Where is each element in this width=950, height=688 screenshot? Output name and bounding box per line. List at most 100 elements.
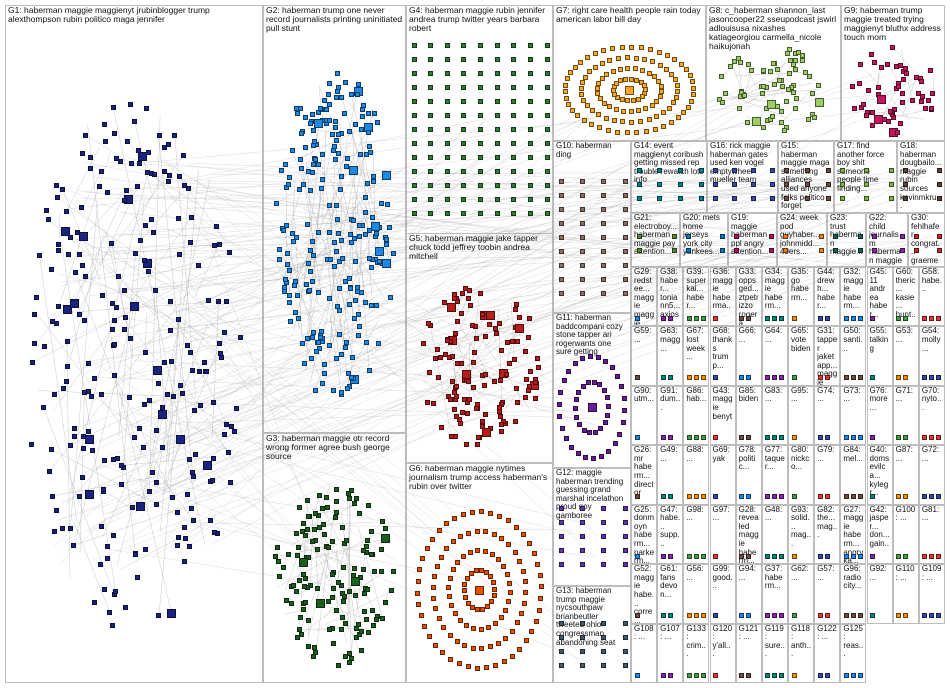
group-panel-small[interactable]: G55: talking — [866, 326, 893, 386]
group-panel-small[interactable]: G91: dum... — [657, 385, 684, 446]
group-panel-small[interactable]: G63: magg... — [657, 326, 684, 386]
group-panel-small[interactable]: G78: politic... — [735, 445, 762, 505]
group-panel-small[interactable]: G93: solid... mag... — [788, 504, 815, 565]
group-panel-g22[interactable]: G22: child journalism haberman maggie sp… — [866, 213, 908, 267]
group-panel-small[interactable]: G45: 11 andrea haber... — [866, 267, 893, 327]
group-panel-small[interactable]: G62: ... — [788, 564, 815, 624]
group-panel-small[interactable]: G88: ... — [683, 445, 710, 505]
group-panel-small[interactable]: G33: oppsged... ztpetrizzo rogera... — [735, 267, 762, 327]
group-panel-small[interactable]: G39: superkai... haber... — [683, 267, 710, 327]
group-panel-small[interactable]: G73: ... — [840, 385, 867, 446]
group-panel-small[interactable]: G83: ... — [761, 385, 788, 446]
group-panel-small[interactable]: G68: thanks trump... — [709, 326, 736, 386]
group-panel-small[interactable]: G70: nyto... — [918, 385, 945, 446]
group-panel-small[interactable]: G108: ... — [631, 623, 658, 683]
group-panel-small[interactable]: G49: ... — [657, 445, 684, 505]
group-panel-small[interactable]: G42: jasper... don... gain... — [866, 504, 893, 565]
group-panel-small[interactable]: G121: ... — [735, 623, 762, 683]
group-panel-small[interactable]: G56: ... — [683, 564, 710, 624]
group-panel-small[interactable]: G120: y'all... — [709, 623, 736, 683]
group-panel-small[interactable]: G32: maggie haberm... — [840, 267, 867, 327]
group-panel-small[interactable]: G27: maggie haberm... angryka... abarnar… — [840, 504, 867, 565]
group-panel-small[interactable]: G64: ... — [761, 326, 788, 386]
group-panel-small[interactable]: G85: biden — [735, 385, 762, 446]
group-panel-small[interactable]: G71: ... — [892, 385, 919, 446]
group-panel-g3[interactable]: G3: haberman maggie otr record wrong for… — [263, 433, 406, 683]
group-panel-g24[interactable]: G24: week pod guyhaber... johnmidd... 49… — [777, 213, 827, 267]
group-panel-small[interactable]: G100: ... — [892, 504, 919, 565]
group-panel-small[interactable]: G84: mel... — [840, 445, 867, 505]
group-panel-g12[interactable]: G12: maggie haberman trending guessing g… — [553, 468, 631, 586]
group-panel-small[interactable]: G82: the... mag... — [814, 504, 841, 565]
group-panel-small[interactable]: G122: ... — [814, 623, 841, 683]
group-panel-small[interactable]: G74: ... — [814, 385, 841, 446]
group-panel-small[interactable]: G59: ... — [631, 326, 658, 386]
group-panel-small[interactable]: G53: ... — [892, 326, 919, 386]
group-panel-g16[interactable]: G16: rick maggie haberman gates used ken… — [707, 141, 778, 213]
group-panel-small[interactable]: G44: drewh... haber... — [814, 267, 841, 327]
group-panel-small[interactable]: G31: tapper jaketapp... maggie — [814, 326, 841, 386]
group-panel-small[interactable]: G54: molly... — [918, 326, 945, 386]
group-panel-small[interactable]: G92: ... — [866, 564, 893, 624]
group-panel-g21[interactable]: G21: electroboy... haberman maggie pay a… — [631, 213, 680, 267]
group-panel-small[interactable]: G99: good... — [709, 564, 736, 624]
group-panel-g7[interactable]: G7: right care health people rain today … — [553, 5, 706, 141]
group-panel-small[interactable]: G25: donmoyn haberm... parkerm... toxici… — [631, 504, 658, 565]
group-panel-g23[interactable]: G23: trust haberman maggie... — [827, 213, 866, 267]
group-panel-g20[interactable]: G20: mets home jerseys york city yankees… — [680, 213, 728, 267]
group-panel-small[interactable]: G29: redstee... maggie maggie habe... — [631, 267, 658, 327]
group-panel-small[interactable]: G98: ... — [683, 504, 710, 565]
group-panel-g8[interactable]: G8: c_haberman shannon_last jasoncooper2… — [706, 5, 841, 141]
group-panel-g10[interactable]: G10: haberman ding — [553, 141, 631, 313]
group-panel-small[interactable]: G125: reas... — [840, 623, 867, 683]
group-panel-small[interactable]: G37: haberm... — [761, 564, 788, 624]
group-panel-small[interactable]: G69: yak — [709, 445, 736, 505]
group-panel-small[interactable]: G77: taquer... — [761, 445, 788, 505]
group-panel-small[interactable]: G36: maggie haberma... — [709, 267, 736, 327]
group-panel-g17[interactable]: G17: find another force boy shit someone… — [834, 141, 897, 213]
group-panel-small[interactable]: G52: maggie habe... corre... — [631, 564, 658, 624]
group-panel-small[interactable]: G65: vote biden — [788, 326, 815, 386]
group-panel-small[interactable]: G118: anth... — [788, 623, 815, 683]
group-panel-g1[interactable]: G1: haberman maggie maggienyt jrubinblog… — [5, 5, 263, 683]
group-panel-small[interactable]: G28: revealed maggie haberm... marc... — [735, 504, 762, 565]
group-panel-small[interactable]: G86: hab... — [683, 385, 710, 446]
group-panel-small[interactable]: G110: ... — [892, 564, 919, 624]
group-panel-small[interactable]: G43: maggie benyt — [709, 385, 736, 446]
group-panel-small[interactable]: G87: ... — [892, 445, 919, 505]
group-panel-small[interactable]: G90: utm... — [631, 385, 658, 446]
group-panel-small[interactable]: G97: ... — [709, 504, 736, 565]
group-panel-g15[interactable]: G15: haberman maggie maga something alli… — [778, 141, 834, 213]
group-panel-g11[interactable]: G11: haberman baddcompani cozy stone tap… — [553, 313, 631, 468]
group-panel-small[interactable]: G119: sure... — [761, 623, 788, 683]
group-panel-small[interactable]: G48: ... — [761, 504, 788, 565]
group-panel-g18[interactable]: G18: haberman dougbailo... maggie rubin … — [897, 141, 945, 213]
group-panel-small[interactable]: G80: nickco... — [788, 445, 815, 505]
group-panel-small[interactable]: G79: ... — [814, 445, 841, 505]
group-panel-g13[interactable]: G13: haberman trump maggie nycsouthpaw b… — [553, 586, 631, 683]
group-panel-small[interactable]: G95: ... — [788, 385, 815, 446]
group-panel-small[interactable]: G94: ... — [735, 564, 762, 624]
group-panel-small[interactable]: G26: mr haberm... director — [631, 445, 658, 505]
group-panel-small[interactable]: G72: ... — [918, 445, 945, 505]
group-panel-g9[interactable]: G9: haberman trump maggie treated trying… — [841, 5, 945, 141]
group-panel-small[interactable]: G76: more... — [866, 385, 893, 446]
group-panel-small[interactable]: G34: maggie haberm... — [761, 267, 788, 327]
group-panel-g19[interactable]: G19: maggie haberman ppl angry attention… — [728, 213, 777, 267]
group-panel-g4[interactable]: G4: haberman maggie rubin jennifer andre… — [406, 5, 553, 238]
group-panel-small[interactable]: G66: ... — [735, 326, 762, 386]
group-panel-small[interactable]: G61: fans devon... — [657, 564, 684, 624]
group-panel-small[interactable]: G109: ... — [918, 564, 945, 624]
group-panel-g6[interactable]: G6: haberman maggie nytimes journalism t… — [406, 463, 553, 683]
group-panel-small[interactable]: G67: lost week... — [683, 326, 710, 386]
group-panel-g14[interactable]: G14: event maggienyt coribush getting mi… — [631, 141, 707, 213]
group-panel-small[interactable]: G133: crim... — [683, 623, 710, 683]
group-panel-small[interactable]: G47: habe... supp... — [657, 504, 684, 565]
group-panel-small[interactable]: G40: doms evilca... kylegr... — [866, 445, 893, 505]
group-panel-small[interactable]: G57: ... — [814, 564, 841, 624]
group-panel-small[interactable]: G107: ... — [657, 623, 684, 683]
group-panel-g30[interactable]: G30: fehlhafer congrat... graeme lancet.… — [908, 213, 945, 267]
group-panel-small[interactable]: G96: radio city... — [840, 564, 867, 624]
group-panel-g2[interactable]: G2: haberman trump one never record jour… — [263, 5, 406, 433]
group-panel-small[interactable]: G81: ... — [918, 504, 945, 565]
